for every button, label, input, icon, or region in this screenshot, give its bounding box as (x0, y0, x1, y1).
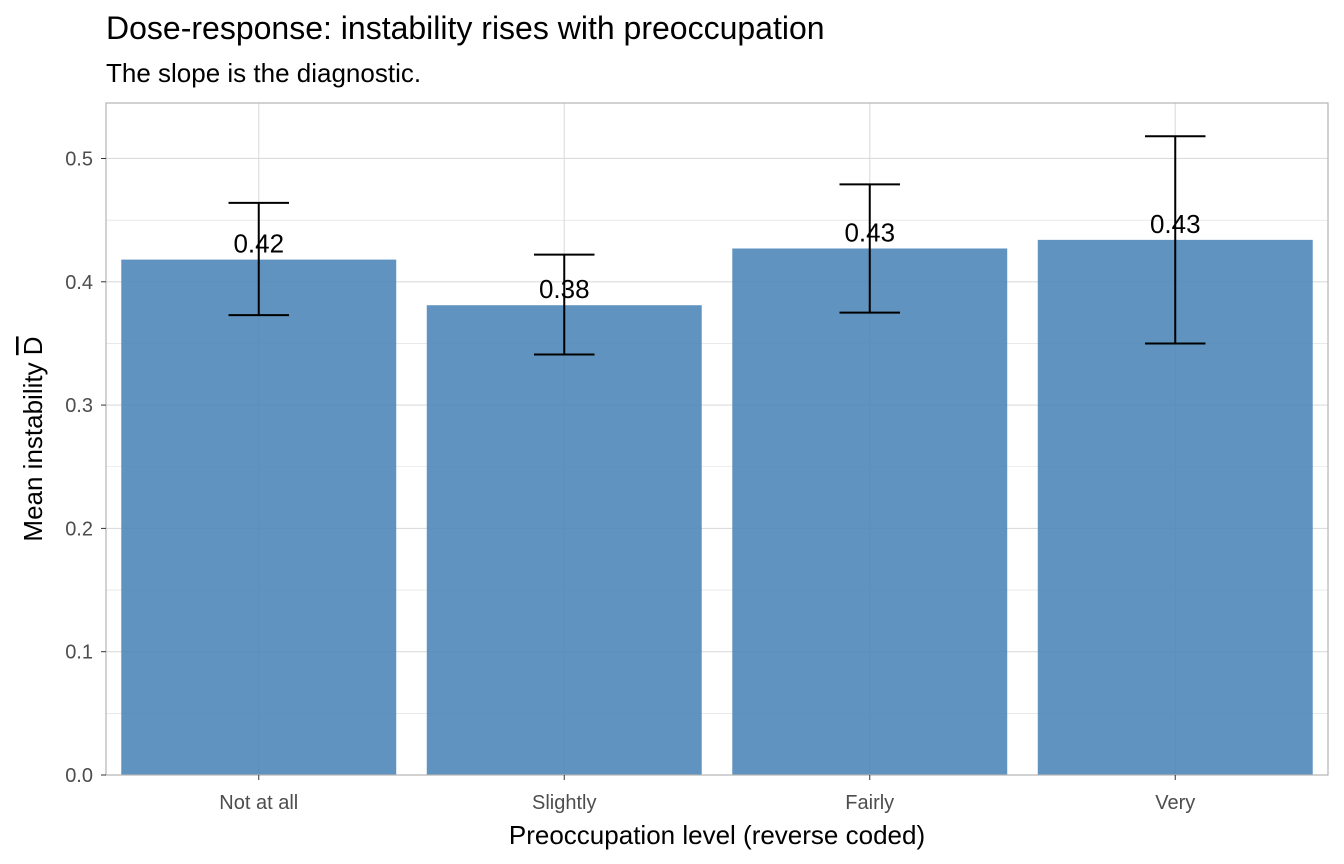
data-label-0: 0.42 (233, 229, 284, 259)
y-tick-label: 0.4 (65, 272, 93, 294)
y-tick-label: 0.0 (65, 765, 93, 787)
data-label-3: 0.43 (1150, 209, 1201, 239)
bar-0 (121, 259, 397, 775)
y-tick-label: 0.1 (65, 642, 93, 664)
panel-border (105, 102, 1329, 776)
error-bar-2 (839, 183, 900, 314)
x-tick-label: Slightly (532, 792, 596, 814)
data-labels: 0.42 0.38 0.43 0.43 (233, 209, 1200, 304)
chart-subtitle: The slope is the diagnostic. (106, 58, 422, 88)
bars (121, 239, 1313, 775)
y-tick-label: 0.2 (65, 518, 93, 540)
x-tick-label: Fairly (845, 792, 894, 814)
x-tick-label: Not at all (219, 792, 298, 814)
x-axis-title: Preoccupation level (reverse coded) (509, 820, 925, 850)
chart-title: Dose-response: instability rises with pr… (106, 10, 825, 46)
error-bar-3 (1145, 135, 1206, 345)
error-bar-0 (228, 201, 289, 317)
bar-2 (732, 248, 1008, 775)
bar-1 (426, 305, 702, 775)
data-label-1: 0.38 (539, 274, 590, 304)
y-axis-title-text: Mean instability D (18, 336, 48, 541)
error-bars (228, 135, 1206, 356)
y-tick-label: 0.5 (65, 148, 93, 170)
data-label-2: 0.43 (844, 217, 895, 247)
y-tick-label: 0.3 (65, 395, 93, 417)
y-axis-title: Mean instability D (18, 336, 48, 541)
x-axis-ticks: Not at all Slightly Fairly Very (219, 775, 1195, 814)
x-tick-label: Very (1155, 792, 1195, 814)
y-axis-ticks: 0.0 0.1 0.2 0.3 0.4 0.5 (65, 148, 106, 787)
error-bar-1 (534, 253, 595, 356)
